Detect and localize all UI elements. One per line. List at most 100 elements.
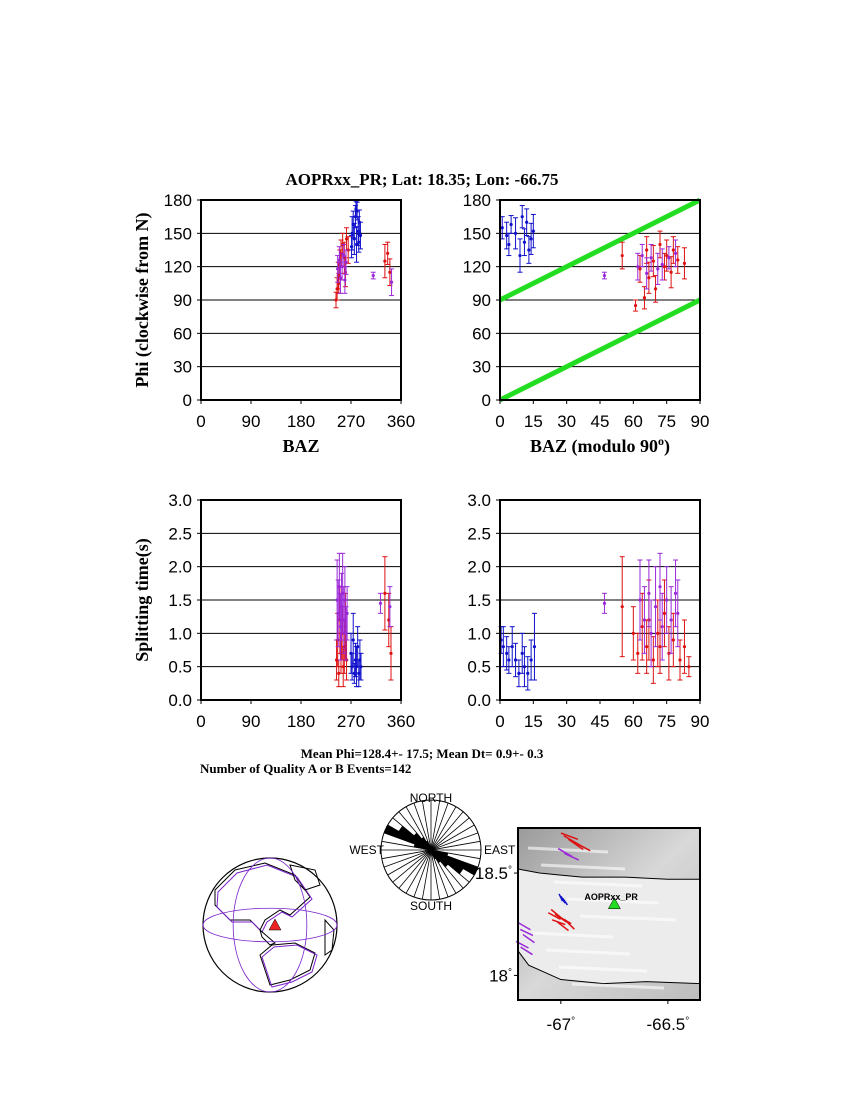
y-tick-label: 2.5: [168, 524, 192, 543]
x-tick-label: 75: [657, 712, 676, 731]
marker: [352, 237, 356, 241]
data-point: [633, 299, 639, 312]
rose-petal: [431, 850, 449, 856]
y-tick-label: 2.5: [467, 524, 491, 543]
data-point: [664, 566, 670, 634]
split-stick: [517, 922, 531, 931]
marker: [665, 253, 669, 258]
continent-south-america-outline: [261, 944, 318, 988]
data-point: [382, 243, 388, 279]
y-tick-label: 30: [472, 358, 491, 377]
rose-petal: [398, 825, 431, 850]
split-stick: [573, 841, 591, 852]
relief-streak: [571, 982, 665, 990]
y-tick-label: 3.0: [168, 491, 192, 510]
x-axis-label: BAZ: [282, 436, 319, 456]
data-point: [519, 632, 525, 674]
rose-petal: [384, 825, 431, 850]
y-tick-label: 1.5: [467, 591, 491, 610]
marker: [671, 638, 675, 642]
marker: [525, 220, 529, 224]
marker: [378, 601, 383, 605]
x-tick-label: 30: [557, 712, 576, 731]
x-tick-label: 45: [591, 412, 610, 431]
series-purple: [335, 243, 395, 297]
data-point: [650, 636, 656, 684]
x-axis-label: BAZ (modulo 90o): [530, 434, 670, 457]
relief-streak: [579, 914, 677, 922]
relief-streak: [540, 863, 626, 871]
data-point: [343, 249, 349, 275]
marker: [371, 273, 375, 278]
data-point: [635, 252, 641, 281]
globe-outline: [202, 857, 338, 993]
data-point: [661, 579, 667, 648]
y-tick-label: 120: [164, 258, 192, 277]
data-point: [370, 271, 376, 280]
data-point: [670, 236, 676, 264]
y-tick-label: 2.0: [168, 558, 192, 577]
data-point: [637, 559, 643, 641]
marker: [656, 631, 660, 635]
marker: [658, 242, 662, 247]
reference-line: [498, 197, 702, 303]
split-stick: [547, 912, 561, 920]
rose-petal: [431, 850, 441, 863]
data-point: [524, 208, 530, 237]
y-tick-label: 1.0: [168, 624, 192, 643]
marker: [500, 226, 504, 230]
x-tick-label: 90: [691, 712, 710, 731]
data-point: [336, 246, 342, 274]
data-point: [659, 592, 665, 661]
data-point: [528, 222, 534, 255]
y-tick-label: 150: [164, 224, 192, 243]
series-blue: [498, 612, 537, 691]
rose-label-south: SOUTH: [410, 899, 452, 913]
marker: [509, 222, 513, 227]
marker: [660, 625, 664, 629]
data-point: [630, 606, 636, 661]
marker: [662, 611, 667, 615]
x-tick-label: 360: [387, 412, 415, 431]
data-point: [639, 243, 645, 268]
rose-petal: [431, 850, 434, 856]
y-tick-label: 0: [482, 391, 491, 410]
marker: [517, 671, 521, 675]
data-point: [648, 243, 654, 272]
marker: [631, 631, 635, 635]
y-tick-label: 90: [173, 291, 192, 310]
x-tick-label: 90: [242, 712, 261, 731]
x-tick-label: 15: [524, 412, 543, 431]
data-point: [356, 231, 362, 253]
y-tick-label: 2.0: [467, 558, 491, 577]
marker: [658, 585, 662, 589]
marker: [338, 276, 343, 280]
x-tick-label: 360: [387, 712, 415, 731]
marker: [529, 237, 533, 241]
marker: [620, 605, 624, 609]
data-point: [504, 221, 510, 250]
rose-label-west: WEST: [349, 843, 384, 857]
series-purple: [601, 552, 681, 668]
plot-frame: [200, 199, 402, 401]
data-point: [668, 586, 674, 654]
marker: [388, 270, 392, 274]
data-point: [681, 247, 687, 280]
marker: [620, 253, 624, 258]
x-tick-label: 75: [657, 412, 676, 431]
marker: [651, 259, 655, 263]
data-point: [601, 271, 607, 280]
data-point: [526, 236, 532, 264]
marker: [636, 651, 640, 655]
marker: [656, 267, 660, 271]
data-point: [659, 248, 665, 281]
marker: [357, 240, 361, 244]
x-tick-label: 15: [524, 712, 543, 731]
y-tick-label: 180: [164, 191, 192, 210]
phi-vs-baz-panel: 0 30 60 90 120 150 180 0 90 180 270 360 BAZ Phi (cloc…: [132, 191, 415, 456]
series-purple: [334, 552, 393, 661]
continent-north-america-outline: [216, 864, 313, 933]
map-lon-label: -66.5°: [647, 1015, 690, 1034]
data-point: [509, 626, 515, 668]
